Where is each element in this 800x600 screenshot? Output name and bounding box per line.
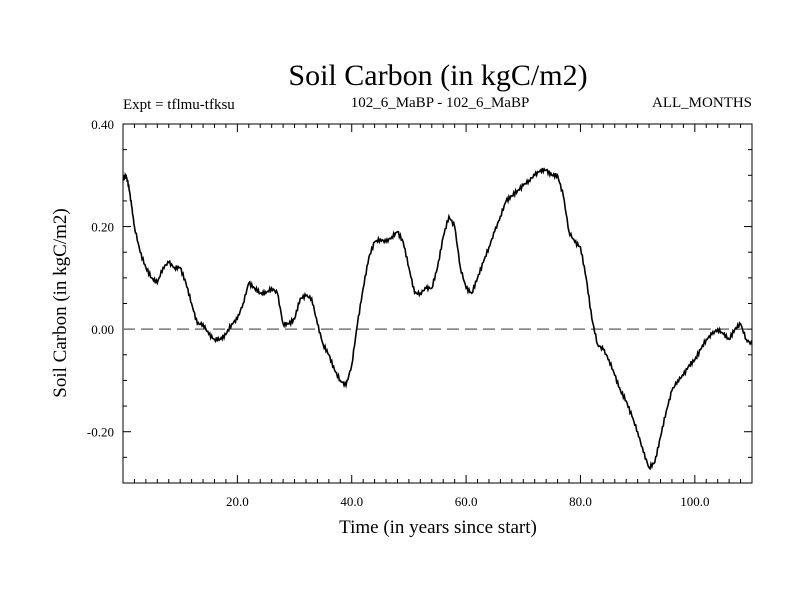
y-axis-label: Soil Carbon (in kgC/m2) [50,208,71,397]
y-tick-label: 0.20 [91,220,114,235]
y-tick-label: 0.40 [91,117,114,132]
x-tick-label: 60.0 [455,494,478,509]
x-tick-label: 80.0 [569,494,592,509]
series-line [122,167,753,471]
x-axis-label: Time (in years since start) [339,517,537,538]
y-tick-label: -0.20 [87,425,114,440]
months-label: ALL_MONTHS [652,95,752,111]
axis-ticks [123,124,752,483]
x-tick-label: 100.0 [680,494,709,509]
tick-labels: 20.0 40.0 60.0 80.0 100.0 0.40 0.20 0.00 -0.20 [87,117,710,509]
experiment-label: Expt = tflmu-tfksu [123,97,235,113]
period-label: 102_6_MaBP - 102_6_MaBP [351,95,530,111]
x-tick-label: 40.0 [340,494,363,509]
chart-title: Soil Carbon (in kgC/m2) [288,59,587,92]
plot-frame [122,123,753,484]
y-tick-label: 0.00 [91,322,114,337]
x-tick-label: 20.0 [226,494,249,509]
